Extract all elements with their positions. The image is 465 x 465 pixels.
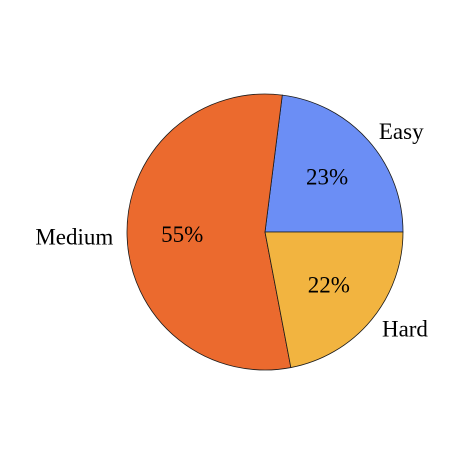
pie-slice-medium	[126, 93, 292, 371]
pie-pct-label-easy: 23%	[306, 165, 348, 190]
pie-pct-label-medium: 55%	[161, 222, 203, 247]
pie-category-label-hard: Hard	[382, 316, 428, 341]
pie-slices	[126, 93, 404, 371]
pie-labels: 23% Easy 55% Medium 22% Hard	[35, 119, 428, 341]
pie-slice-hard	[264, 231, 404, 369]
pie-pct-label-hard: 22%	[308, 272, 350, 297]
pie-category-label-easy: Easy	[379, 119, 424, 144]
pie-category-label-medium: Medium	[35, 224, 113, 249]
pie-slice-easy	[264, 94, 404, 233]
